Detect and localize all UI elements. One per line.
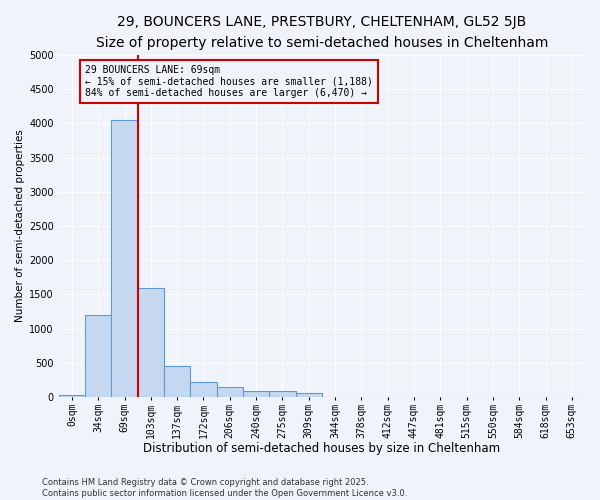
Bar — [85, 315, 112, 397]
Bar — [138, 288, 164, 397]
Y-axis label: Number of semi-detached properties: Number of semi-detached properties — [15, 130, 25, 322]
Bar — [269, 391, 296, 397]
Bar — [112, 120, 138, 397]
X-axis label: Distribution of semi-detached houses by size in Cheltenham: Distribution of semi-detached houses by … — [143, 442, 500, 455]
Bar — [164, 366, 190, 397]
Text: Contains HM Land Registry data © Crown copyright and database right 2025.
Contai: Contains HM Land Registry data © Crown c… — [42, 478, 407, 498]
Title: 29, BOUNCERS LANE, PRESTBURY, CHELTENHAM, GL52 5JB
Size of property relative to : 29, BOUNCERS LANE, PRESTBURY, CHELTENHAM… — [96, 15, 548, 50]
Bar — [190, 382, 217, 397]
Bar — [296, 394, 322, 397]
Bar — [59, 395, 85, 397]
Bar — [217, 387, 243, 397]
Text: 29 BOUNCERS LANE: 69sqm
← 15% of semi-detached houses are smaller (1,188)
84% of: 29 BOUNCERS LANE: 69sqm ← 15% of semi-de… — [85, 65, 373, 98]
Bar — [243, 390, 269, 397]
